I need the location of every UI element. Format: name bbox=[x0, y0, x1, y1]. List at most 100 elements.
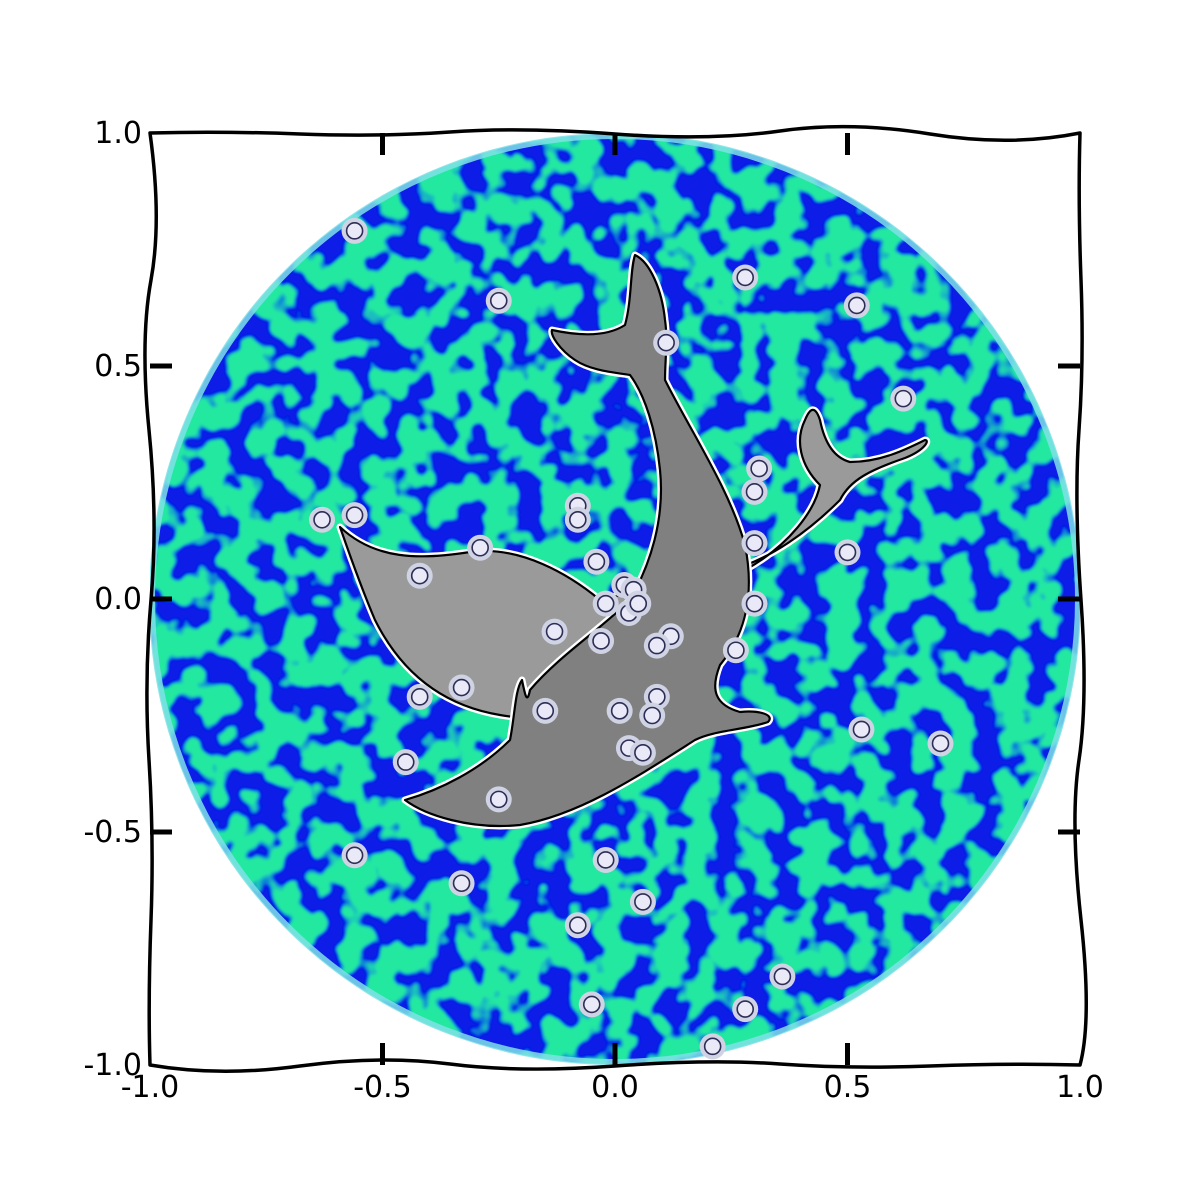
scatter-point-marker bbox=[750, 459, 768, 478]
scatter-point-marker bbox=[545, 622, 564, 641]
scatter-point bbox=[564, 506, 591, 533]
x-tick-label: 0.0 bbox=[591, 1070, 639, 1105]
scatter-point bbox=[699, 1033, 726, 1060]
scatter-point bbox=[448, 870, 475, 897]
scatter-point-marker bbox=[592, 632, 610, 650]
scatter-point-marker bbox=[452, 874, 471, 893]
scatter-point-marker bbox=[596, 851, 615, 869]
axes-frame bbox=[143, 124, 1089, 1074]
scatter-point bbox=[732, 996, 759, 1023]
scatter-point-marker bbox=[489, 291, 508, 310]
scatter-point bbox=[890, 385, 917, 412]
scatter-point-marker bbox=[489, 790, 508, 809]
scatter-point bbox=[746, 455, 773, 482]
scatter-point bbox=[564, 912, 591, 939]
scatter-point-marker bbox=[610, 702, 629, 720]
scatter-point bbox=[722, 637, 749, 664]
scatter-point-marker bbox=[931, 734, 950, 753]
x-tick-label: -1.0 bbox=[121, 1070, 180, 1105]
x-tick-label: -0.5 bbox=[353, 1070, 412, 1105]
scatter-point-marker bbox=[736, 268, 755, 287]
scatter-point bbox=[848, 716, 875, 743]
x-tick-labels: -1.0 -0.5 0.0 0.5 1.0 bbox=[121, 1070, 1104, 1105]
scatter-point-marker bbox=[568, 916, 587, 935]
scatter-point-marker bbox=[648, 636, 666, 655]
scatter-point bbox=[653, 329, 680, 356]
scatter-point-marker bbox=[345, 222, 364, 240]
scatter-point bbox=[485, 786, 512, 813]
scatter-point bbox=[927, 730, 954, 757]
scatter-point-marker bbox=[847, 296, 866, 315]
scatter-point bbox=[643, 632, 670, 659]
scatter-point bbox=[341, 502, 368, 529]
x-tick-label: 0.5 bbox=[824, 1070, 872, 1105]
scatter-point bbox=[741, 530, 768, 557]
scatter-point bbox=[406, 683, 433, 710]
scatter-point-marker bbox=[345, 846, 364, 865]
scatter-point bbox=[629, 739, 656, 766]
scatter-point-marker bbox=[345, 506, 364, 524]
scatter-point-marker bbox=[471, 538, 489, 557]
scatter-points bbox=[309, 217, 954, 1060]
scatter-point-marker bbox=[452, 678, 471, 697]
scatter-point bbox=[578, 991, 605, 1018]
scatter-point-marker bbox=[313, 510, 331, 529]
scatter-point bbox=[606, 697, 633, 724]
scatter-point-marker bbox=[410, 566, 429, 585]
scatter-point bbox=[629, 888, 656, 915]
scatter-point-marker bbox=[634, 743, 652, 762]
scatter-point bbox=[769, 963, 796, 990]
scatter-point bbox=[309, 506, 336, 533]
scatter-point bbox=[532, 697, 559, 724]
scatter-point-marker bbox=[536, 702, 555, 720]
scatter-point-marker bbox=[634, 893, 652, 911]
scatter-point bbox=[341, 217, 368, 244]
scatter-point-marker bbox=[568, 510, 587, 529]
scatter-point-marker bbox=[582, 995, 601, 1014]
scatter-point-marker bbox=[745, 534, 764, 552]
scatter-point-marker bbox=[643, 706, 662, 725]
scatter-point bbox=[834, 539, 861, 566]
scatter-point bbox=[588, 627, 615, 654]
large-dolphin bbox=[401, 251, 774, 830]
scatter-point-marker bbox=[410, 688, 429, 706]
scatter-point bbox=[625, 590, 652, 617]
scatter-point bbox=[341, 842, 368, 869]
scatter-point-marker bbox=[648, 688, 666, 706]
scatter-point-marker bbox=[838, 543, 857, 562]
scatter-point-marker bbox=[773, 967, 792, 986]
scatter-point-marker bbox=[657, 333, 675, 352]
y-tick-label: 0.0 bbox=[94, 582, 142, 617]
scatter-point bbox=[485, 287, 512, 314]
scatter-point bbox=[392, 749, 419, 776]
scatter-point bbox=[448, 674, 475, 701]
scatter-point-marker bbox=[852, 720, 871, 739]
axis-ticks bbox=[150, 133, 1080, 1065]
scatter-point bbox=[639, 702, 666, 729]
scatter-point bbox=[741, 590, 768, 617]
scatter-point bbox=[592, 590, 619, 617]
scatter-point bbox=[406, 562, 433, 589]
scatter-point-marker bbox=[396, 753, 415, 771]
scatter-point-marker bbox=[727, 641, 745, 660]
y-tick-label: 1.0 bbox=[94, 116, 142, 151]
scatter-point bbox=[583, 548, 610, 575]
scatter-point bbox=[741, 478, 768, 505]
y-tick-label: 0.5 bbox=[94, 349, 142, 384]
scatter-point-marker bbox=[629, 594, 648, 613]
scatter-point bbox=[467, 534, 494, 561]
scatter-point-marker bbox=[745, 483, 764, 501]
scatter-point-marker bbox=[894, 389, 913, 408]
scatter-point-marker bbox=[703, 1037, 722, 1056]
x-tick-label: 1.0 bbox=[1056, 1070, 1104, 1105]
scatter-point bbox=[732, 264, 759, 291]
scatter-point-marker bbox=[745, 594, 764, 613]
scatter-point bbox=[843, 292, 870, 319]
y-tick-label: -1.0 bbox=[83, 1048, 142, 1083]
y-tick-labels: -1.0 -0.5 0.0 0.5 1.0 bbox=[83, 116, 142, 1083]
scatter-point-marker bbox=[736, 1000, 755, 1018]
scatter-point-marker bbox=[587, 552, 606, 571]
scatter-point bbox=[541, 618, 568, 645]
scatter-point-marker bbox=[596, 594, 615, 613]
